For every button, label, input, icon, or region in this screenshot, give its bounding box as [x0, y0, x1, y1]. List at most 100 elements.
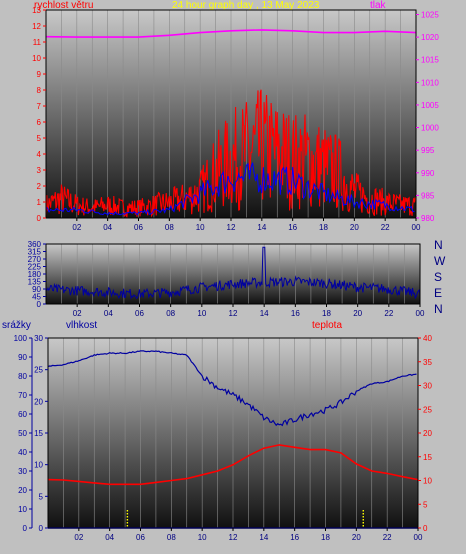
humidity-label: vlhkost — [66, 320, 98, 331]
x-tick-label: 10 — [197, 309, 206, 318]
y-tick-label: 985 — [421, 191, 435, 200]
x-tick-label: 08 — [166, 309, 175, 318]
x-tick-label: 20 — [353, 309, 362, 318]
temperature-label: teplota — [312, 320, 343, 331]
x-tick-label: 16 — [291, 309, 300, 318]
y-tick-label: 7 — [37, 102, 42, 111]
y-tick-label: 20 — [423, 429, 432, 438]
y-tick-label: 1025 — [421, 11, 439, 20]
y-tick-label: 270 — [28, 255, 42, 264]
y-tick-label: 50 — [18, 429, 27, 438]
compass-n-top: N — [434, 238, 443, 252]
y-tick-label: 45 — [32, 293, 41, 302]
y-tick-label: 8 — [37, 86, 42, 95]
compass-w: W — [434, 254, 446, 268]
compass-e: E — [434, 286, 443, 300]
y-tick-label: 990 — [421, 169, 435, 178]
x-tick-label: 14 — [259, 533, 268, 542]
y-tick-label: 0 — [37, 300, 42, 309]
x-tick-label: 14 — [257, 223, 266, 232]
x-tick-label: 00 — [414, 533, 423, 542]
y-tick-label: 90 — [18, 353, 27, 362]
x-tick-label: 18 — [319, 223, 328, 232]
y-tick-label: 40 — [18, 448, 27, 457]
x-tick-label: 22 — [381, 223, 390, 232]
x-tick-label: 06 — [136, 533, 145, 542]
y-tick-label: 2 — [37, 182, 42, 191]
y-tick-label: 13 — [32, 6, 41, 15]
x-tick-label: 08 — [167, 533, 176, 542]
wind-average-series — [45, 162, 415, 216]
x-tick-label: 16 — [288, 223, 297, 232]
humidity-series — [47, 350, 417, 427]
y-tick-label: 90 — [32, 285, 41, 294]
y-tick-label: 0 — [423, 524, 428, 533]
y-tick-label: 360 — [28, 240, 42, 249]
y-tick-label: 11 — [33, 38, 42, 47]
y-tick-label: 10 — [423, 477, 432, 486]
y-tick-label: 40 — [423, 334, 432, 343]
y-tick-label: 10 — [32, 54, 41, 63]
wind-direction-series — [45, 246, 421, 300]
y-tick-label: 4 — [37, 150, 42, 159]
y-tick-label: 1000 — [421, 124, 439, 133]
x-tick-label: 02 — [74, 533, 83, 542]
y-tick-label: 5 — [423, 500, 428, 509]
y-tick-label: 15 — [34, 429, 43, 438]
y-tick-label: 1020 — [421, 33, 439, 42]
y-tick-label: 980 — [421, 214, 435, 223]
y-tick-label: 9 — [37, 70, 42, 79]
temperature-series — [47, 444, 419, 486]
y-tick-label: 180 — [28, 270, 42, 279]
x-tick-label: 12 — [229, 533, 238, 542]
x-tick-label: 18 — [321, 533, 330, 542]
y-tick-label: 10 — [18, 505, 27, 514]
y-tick-label: 3 — [37, 166, 42, 175]
y-tick-label: 6 — [37, 118, 42, 127]
rain-label: srážky — [2, 320, 31, 331]
y-tick-label: 12 — [32, 22, 41, 31]
y-tick-label: 0 — [39, 524, 44, 533]
x-tick-label: 06 — [134, 223, 143, 232]
x-tick-label: 20 — [350, 223, 359, 232]
x-tick-label: 02 — [73, 309, 82, 318]
y-tick-label: 1010 — [421, 78, 439, 87]
y-tick-label: 1 — [37, 198, 42, 207]
y-tick-label: 15 — [423, 453, 432, 462]
y-tick-label: 100 — [14, 334, 28, 343]
x-tick-label: 20 — [352, 533, 361, 542]
y-tick-label: 1005 — [421, 101, 439, 110]
chart-title: 24 hour graph day , 13 May 2023 — [172, 0, 320, 11]
y-tick-label: 5 — [37, 134, 42, 143]
y-tick-label: 70 — [18, 391, 27, 400]
y-tick-label: 25 — [34, 366, 43, 375]
y-tick-label: 5 — [39, 492, 44, 501]
y-tick-label: 225 — [28, 263, 42, 272]
y-tick-label: 30 — [34, 334, 43, 343]
y-tick-label: 30 — [18, 467, 27, 476]
compass-s: S — [434, 270, 443, 284]
x-tick-label: 06 — [135, 309, 144, 318]
pressure-label: tlak — [370, 0, 386, 11]
y-tick-label: 0 — [37, 214, 42, 223]
x-tick-label: 18 — [322, 309, 331, 318]
pressure-series — [45, 29, 417, 38]
y-tick-label: 0 — [23, 524, 28, 533]
y-tick-label: 10 — [34, 461, 43, 470]
x-tick-label: 00 — [412, 223, 421, 232]
wind-speed-label: rychlost větru — [34, 0, 94, 11]
y-tick-label: 995 — [421, 146, 435, 155]
y-tick-label: 25 — [423, 405, 432, 414]
y-tick-label: 20 — [34, 397, 43, 406]
compass-n-bottom: N — [434, 302, 443, 316]
x-tick-label: 02 — [72, 223, 81, 232]
x-tick-label: 04 — [104, 309, 113, 318]
x-tick-label: 10 — [198, 533, 207, 542]
x-tick-label: 22 — [384, 309, 393, 318]
y-tick-label: 135 — [28, 278, 42, 287]
x-tick-label: 12 — [229, 309, 238, 318]
y-tick-label: 30 — [423, 382, 432, 391]
wind-gust-series — [45, 89, 416, 219]
